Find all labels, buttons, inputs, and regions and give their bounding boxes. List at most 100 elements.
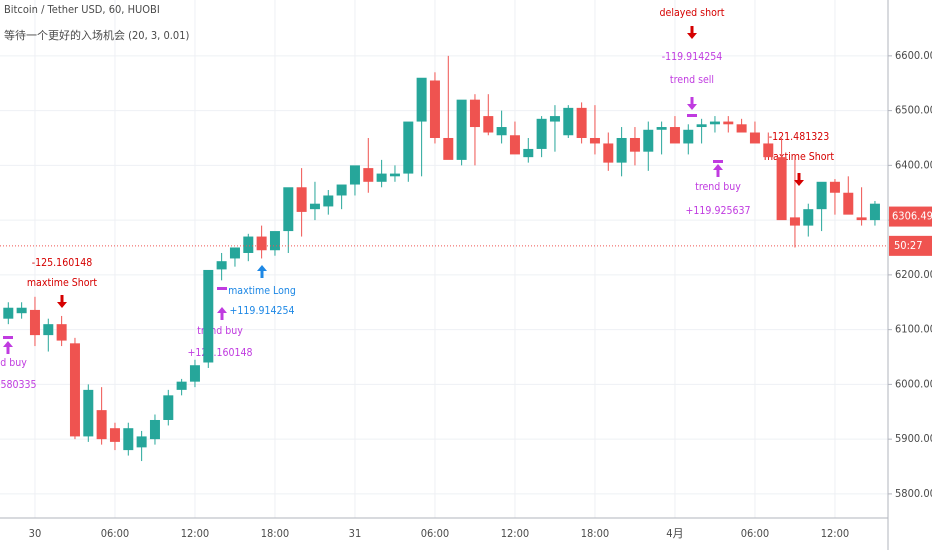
annotation: maxtime Long [228, 285, 296, 297]
y-tick-label: 6000.00 [895, 377, 932, 390]
signal-arrow [257, 265, 267, 278]
annotation: +123.580335 [0, 379, 37, 391]
y-tick-label: 6100.00 [895, 323, 932, 336]
candle-body [656, 127, 667, 130]
candle-body [29, 309, 40, 336]
annotation: +119.925637 [686, 205, 751, 217]
candle-body [776, 157, 787, 221]
candle-body [843, 192, 854, 215]
candle-body [496, 127, 507, 136]
signal-arrow [217, 307, 227, 320]
candle-body [816, 181, 827, 210]
x-tick-label: 06:00 [101, 527, 130, 540]
candle-body [283, 187, 294, 232]
candle-body [43, 324, 54, 336]
candle-body [536, 118, 547, 149]
candle-body [549, 116, 560, 122]
signal-bar [3, 336, 13, 339]
candle-body [109, 428, 120, 442]
annotation: trend sell [670, 74, 714, 86]
annotation: trend buy [0, 357, 27, 369]
candle-body [256, 236, 267, 251]
y-tick-label: 6200.00 [895, 268, 932, 281]
annotation: delayed short [660, 7, 725, 19]
candle-body [123, 428, 134, 451]
candle-body [376, 173, 387, 182]
x-tick-label: 31 [349, 527, 362, 540]
candle-body [696, 124, 707, 128]
candle-body [789, 217, 800, 226]
candle-body [416, 77, 427, 122]
y-tick-label: 6500.00 [895, 104, 932, 117]
x-tick-label: 30 [29, 527, 42, 540]
last-price-box [889, 206, 932, 227]
candle-body [83, 389, 94, 437]
y-tick-label: 6600.00 [895, 49, 932, 62]
candle-body [349, 165, 360, 185]
candle-body [176, 381, 187, 390]
candle-body [3, 307, 14, 319]
signal-arrow [3, 341, 13, 354]
candle-body [869, 203, 880, 221]
annotation: -119.914254 [662, 51, 723, 63]
candle-body [429, 80, 440, 138]
candle-body [243, 236, 254, 253]
signal-bar [687, 114, 697, 117]
x-tick-label: 06:00 [741, 527, 770, 540]
candle-body [389, 173, 400, 177]
candle-body [509, 135, 520, 155]
annotation: +119.914254 [230, 305, 295, 317]
candle-body [443, 137, 454, 160]
candle-body [603, 143, 614, 163]
candle-body [216, 261, 227, 270]
signal-arrow [713, 164, 723, 177]
candle-body [296, 187, 307, 212]
candle-body [616, 137, 627, 163]
x-tick-label: 12:00 [501, 527, 530, 540]
candle-body [683, 129, 694, 144]
y-tick-label: 5800.00 [895, 487, 932, 500]
annotation: -125.160148 [32, 257, 93, 269]
x-tick-label: 18:00 [261, 527, 290, 540]
candle-body [309, 203, 320, 210]
x-tick-label: 12:00 [821, 527, 850, 540]
annotation: -121.481323 [769, 131, 830, 143]
last-price: 6306.49 [892, 210, 932, 223]
candle-body [643, 129, 654, 152]
candle-body [149, 419, 160, 440]
candle-body [829, 181, 840, 193]
countdown-box [889, 235, 932, 256]
candle-body [163, 395, 174, 420]
candle-body [736, 124, 747, 133]
signal-arrow [687, 26, 697, 39]
annotation: trend buy [695, 181, 741, 193]
x-tick-label: 4月 [666, 527, 683, 540]
candle-body [723, 121, 734, 125]
signal-bar [713, 160, 723, 163]
candle-body [69, 343, 80, 437]
x-tick-label: 12:00 [181, 527, 210, 540]
candle-body [136, 436, 147, 448]
candle-body [469, 99, 480, 128]
candle-body [483, 116, 494, 133]
candle-body [563, 107, 574, 136]
candle-body [189, 365, 200, 382]
x-tick-label: 18:00 [581, 527, 610, 540]
candle-body [16, 307, 27, 314]
candle-body [323, 195, 334, 207]
candle-body [629, 137, 640, 152]
annotation: +125.160148 [188, 347, 253, 359]
annotation: maxtime Short [27, 277, 98, 289]
countdown: 50:27 [894, 239, 923, 252]
candle-body [576, 107, 587, 138]
candle-body [709, 121, 720, 125]
candle-body [229, 247, 240, 259]
candle-body [856, 217, 867, 221]
signal-bar [217, 287, 227, 290]
candle-body [456, 99, 467, 160]
candle-body [523, 148, 534, 158]
candle-body [269, 231, 280, 251]
candle-body [749, 132, 760, 144]
signal-arrow [794, 173, 804, 186]
y-tick-label: 5900.00 [895, 432, 932, 445]
